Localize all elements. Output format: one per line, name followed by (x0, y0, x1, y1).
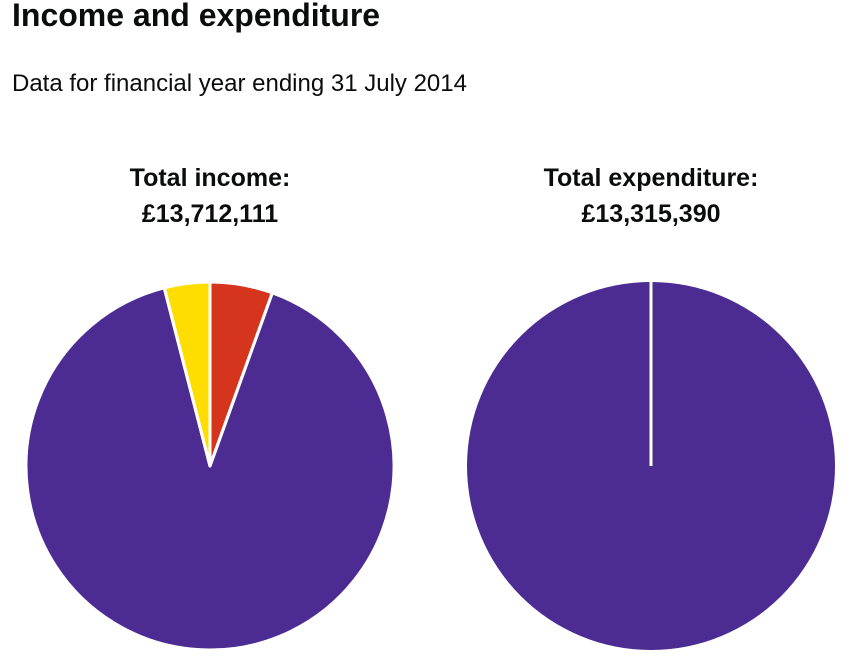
expenditure-pie-chart (467, 282, 835, 650)
expenditure-chart-total: £13,315,390 (581, 200, 721, 228)
expenditure-chart-heading: Total expenditure: £13,315,390 (451, 160, 851, 232)
income-chart-title: Total income: (129, 164, 291, 192)
income-pie-slice-1 (24, 286, 396, 652)
page-title: Income and expenditure (12, 0, 381, 33)
income-pie-chart (24, 280, 396, 652)
income-pie-separator-2 (162, 287, 212, 467)
page-subtitle: Data for financial year ending 31 July 2… (12, 70, 467, 97)
income-chart-total: £13,712,111 (141, 200, 279, 228)
income-chart-heading: Total income: £13,712,111 (10, 160, 410, 232)
income-pie-separator-1 (208, 292, 274, 467)
expenditure-chart-title: Total expenditure: (543, 164, 759, 192)
